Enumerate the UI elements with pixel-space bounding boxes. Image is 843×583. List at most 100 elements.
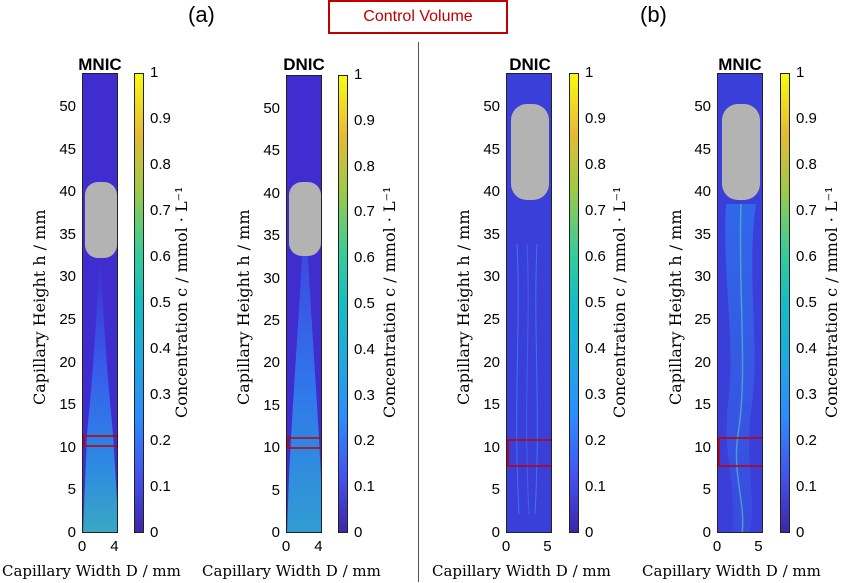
concentration-field-b1 <box>506 73 552 533</box>
y-tick-b2: 10 <box>694 438 711 456</box>
colorbar-label-a2: Concentration c / mmol · L⁻¹ <box>380 186 399 418</box>
colorbar-a1 <box>134 73 144 533</box>
c-tick-b1: 0.6 <box>585 248 606 265</box>
c-tick-a2: 0.3 <box>354 386 375 404</box>
y-tick-a2: 30 <box>263 269 280 287</box>
c-tick-b1: 1 <box>585 64 594 81</box>
y-tick-a2: 35 <box>263 227 280 245</box>
x-tick-b1: 0 <box>501 538 511 555</box>
plot-title-b1: DNIC <box>509 55 551 74</box>
panel-label-a: (a) <box>188 2 215 27</box>
y-tick-b2: 20 <box>694 353 711 371</box>
colorbar-label-b2: Concentration c / mmol · L⁻¹ <box>822 186 841 418</box>
x-tick-a1: 0 <box>77 538 87 555</box>
y-axis-label-a2: Capillary Height h / mm <box>234 209 253 406</box>
c-tick-b1: 0 <box>585 524 594 541</box>
y-tick-a2: 5 <box>271 481 280 499</box>
y-tick-b1: 50 <box>483 98 500 116</box>
y-axis-label-b1: Capillary Height h / mm <box>454 209 473 406</box>
c-tick-b2: 0.8 <box>796 156 817 173</box>
y-tick-b2: 50 <box>694 98 711 116</box>
y-tick-a1: 5 <box>67 481 76 499</box>
c-tick-b2: 0.6 <box>796 248 817 265</box>
colorbar-label-b1: Concentration c / mmol · L⁻¹ <box>610 186 629 418</box>
y-tick-a1: 40 <box>59 183 76 201</box>
bubble-a2 <box>289 182 321 256</box>
control-volume-roi-a1 <box>83 435 117 447</box>
y-tick-b2: 45 <box>694 140 711 158</box>
c-tick-a2: 0.4 <box>354 340 375 358</box>
c-tick-a1: 0.8 <box>150 156 171 173</box>
y-tick-b2: 5 <box>702 481 711 499</box>
c-tick-a1: 0.5 <box>150 294 171 311</box>
concentration-field-a2 <box>286 75 322 533</box>
c-tick-a2: 0.9 <box>354 111 375 129</box>
c-tick-b2: 0.4 <box>796 340 817 357</box>
control-volume-text: Control Volume <box>363 8 473 25</box>
y-tick-a1: 35 <box>59 225 76 243</box>
y-tick-a1: 0 <box>67 524 76 541</box>
y-tick-a1: 45 <box>59 140 76 158</box>
c-tick-a1: 0 <box>150 524 159 541</box>
c-tick-b1: 0.1 <box>585 478 606 495</box>
y-axis-label-b2: Capillary Height h / mm <box>666 209 685 406</box>
x-axis-label-a2: Capillary Width D / mm <box>202 562 381 580</box>
y-tick-a1: 20 <box>59 353 76 371</box>
y-tick-b1: 20 <box>483 353 500 371</box>
y-tick-b1: 10 <box>483 438 500 456</box>
y-tick-b1: 0 <box>491 524 500 541</box>
c-tick-a2: 0.2 <box>354 432 375 450</box>
c-tick-b2: 0.5 <box>796 294 817 311</box>
y-tick-a2: 50 <box>263 99 280 117</box>
c-tick-a2: 0.7 <box>354 203 375 221</box>
plot-title-a1: MNIC <box>78 55 122 74</box>
y-tick-a2: 10 <box>263 439 280 457</box>
c-tick-b2: 0.2 <box>796 432 817 449</box>
c-tick-b2: 0.3 <box>796 386 817 403</box>
control-volume-legend: Control Volume <box>328 0 508 34</box>
y-tick-a1: 15 <box>59 396 76 414</box>
y-tick-a1: 50 <box>59 98 76 116</box>
x-tick-a1: 4 <box>110 538 119 555</box>
c-tick-a2: 1 <box>354 66 363 83</box>
c-tick-a2: 0.6 <box>354 249 375 267</box>
concentration-field-a1 <box>82 73 118 533</box>
y-tick-b1: 25 <box>483 311 500 329</box>
c-tick-a1: 0.9 <box>150 110 171 127</box>
colorbar-b2 <box>780 73 790 533</box>
panel-label-b: (b) <box>640 2 667 27</box>
c-tick-b2: 0.1 <box>796 478 817 495</box>
c-tick-b1: 0.3 <box>585 386 606 403</box>
x-axis-label-a1: Capillary Width D / mm <box>2 562 181 580</box>
control-volume-roi-a2 <box>287 437 321 449</box>
x-tick-a2: 4 <box>314 538 323 555</box>
plot-title-b2: MNIC <box>718 55 762 74</box>
x-tick-b1: 5 <box>543 538 552 555</box>
c-tick-b2: 0.7 <box>796 202 817 219</box>
x-tick-b2: 0 <box>712 538 722 555</box>
c-tick-b1: 0.2 <box>585 432 606 449</box>
c-tick-b1: 0.9 <box>585 110 606 127</box>
bubble-a1 <box>85 182 117 258</box>
c-tick-a1: 0.7 <box>150 202 171 219</box>
y-tick-b1: 45 <box>483 140 500 158</box>
y-tick-a2: 20 <box>263 354 280 372</box>
y-tick-a2: 15 <box>263 396 280 414</box>
x-axis-label-b1: Capillary Width D / mm <box>432 562 611 580</box>
control-volume-roi-b1 <box>507 439 551 467</box>
y-tick-a1: 30 <box>59 268 76 286</box>
y-tick-b1: 35 <box>483 225 500 243</box>
control-volume-roi-b2 <box>718 437 762 467</box>
c-tick-b1: 0.7 <box>585 202 606 219</box>
colorbar-a2 <box>338 75 348 533</box>
bubble-b2 <box>722 104 760 200</box>
c-tick-a1: 1 <box>150 64 159 81</box>
y-tick-a1: 25 <box>59 311 76 329</box>
c-tick-b2: 0 <box>796 524 805 541</box>
y-tick-b2: 30 <box>694 268 711 286</box>
y-tick-b1: 15 <box>483 396 500 414</box>
bubble-b1 <box>511 104 549 200</box>
c-tick-a2: 0.8 <box>354 157 375 175</box>
c-tick-a1: 0.1 <box>150 478 171 495</box>
c-tick-a1: 0.2 <box>150 432 171 449</box>
